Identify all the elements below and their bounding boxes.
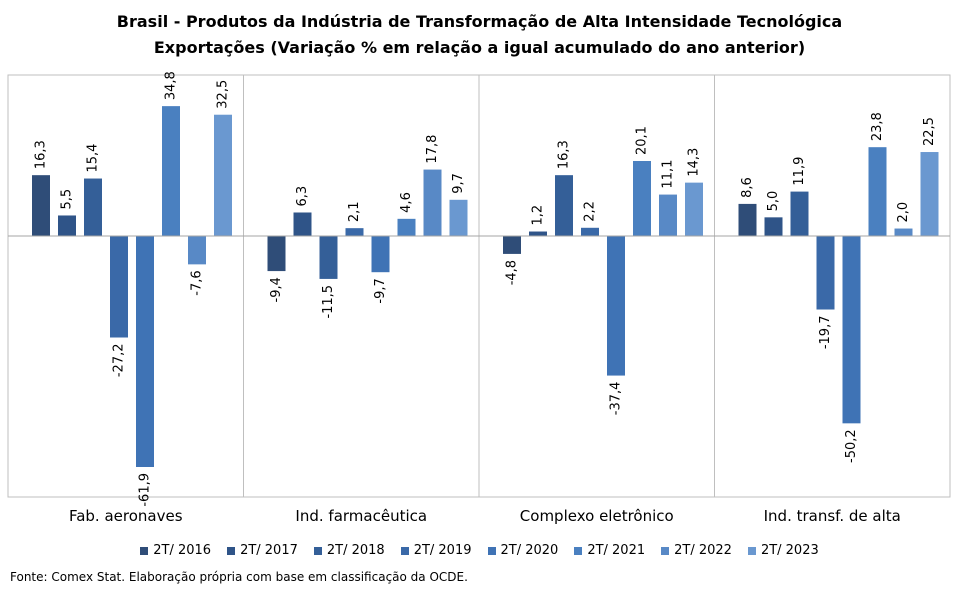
- data-label: -4,8: [505, 260, 520, 285]
- legend-swatch: [400, 546, 409, 555]
- chart-title-line2: Exportações (Variação % em relação a igu…: [153, 38, 806, 57]
- data-label: 5,5: [60, 189, 75, 210]
- legend-swatch: [227, 546, 236, 555]
- bar: [371, 236, 390, 273]
- legend-item: 2T/ 2021: [574, 543, 645, 558]
- data-label: 2,0: [896, 202, 911, 223]
- legend-label: 2T/ 2021: [587, 543, 646, 558]
- bar: [423, 169, 442, 236]
- data-label: 11,9: [792, 157, 807, 186]
- legend-item: 2T/ 2018: [313, 543, 385, 558]
- data-label: -50,2: [844, 429, 859, 463]
- data-label: -61,9: [138, 473, 153, 507]
- bar: [816, 236, 835, 310]
- bar-chart: 16,3 5,5 15,4 -27,2 -61,9 34,8 -7,6 32,5 Fab. ae…: [7, 71, 951, 525]
- data-label: 14,3: [687, 148, 702, 177]
- data-label: 8,6: [740, 177, 755, 198]
- data-label: 15,4: [86, 144, 101, 173]
- bar: [555, 175, 573, 236]
- data-label: 6,3: [295, 186, 310, 207]
- data-label: 9,7: [451, 173, 466, 194]
- data-label: 11,1: [661, 160, 676, 189]
- data-label: 16,3: [557, 140, 572, 169]
- data-label: 16,3: [34, 140, 49, 169]
- bar: [894, 228, 913, 236]
- bar: [503, 236, 521, 254]
- bar: [214, 114, 232, 236]
- data-label: 1,2: [531, 205, 546, 226]
- bar: [449, 199, 468, 236]
- bar: [738, 203, 757, 236]
- chart-legend: 2T/ 2016 2T/ 2017 2T/ 2018 2T/ 2019 2T/ 2020…: [0, 543, 959, 558]
- category-label: Fab. aeronaves: [69, 507, 183, 525]
- legend-item: 2T/ 2020: [487, 543, 559, 558]
- legend-swatch: [487, 546, 496, 555]
- data-label: 23,8: [870, 112, 885, 141]
- bar: [397, 218, 416, 236]
- legend-label: 2T/ 2022: [674, 543, 732, 558]
- legend-item: 2T/ 2022: [661, 543, 732, 558]
- chart-title-line1: Brasil - Produtos da Indústria de Transf…: [116, 12, 843, 31]
- bar: [162, 106, 180, 236]
- data-label: 2,1: [347, 201, 362, 222]
- bar: [293, 212, 312, 236]
- legend-swatch: [140, 546, 149, 555]
- bar: [529, 231, 547, 236]
- data-label: 4,6: [399, 192, 414, 213]
- bar: [267, 236, 286, 272]
- data-label: 22,5: [922, 117, 937, 146]
- data-label: -19,7: [818, 316, 833, 350]
- legend-label: 2T/ 2019: [413, 543, 472, 558]
- data-label: -27,2: [112, 344, 127, 378]
- category-label: Complexo eletrônico: [520, 507, 674, 525]
- legend-swatch: [313, 546, 322, 555]
- data-label: 5,0: [766, 191, 781, 212]
- data-label: -37,4: [609, 382, 624, 416]
- legend-swatch: [747, 546, 756, 555]
- bar: [319, 236, 338, 279]
- bar: [659, 194, 677, 236]
- legend-label: 2T/ 2023: [760, 543, 819, 558]
- category-label: Ind. transf. de alta: [764, 507, 901, 525]
- bar: [920, 152, 939, 236]
- legend-item: 2T/ 2023: [747, 543, 819, 558]
- data-label: 34,8: [164, 71, 179, 100]
- legend-item: 2T/ 2017: [227, 543, 298, 558]
- data-label: 32,5: [216, 80, 231, 109]
- bar: [607, 236, 625, 376]
- bar: [790, 191, 809, 236]
- data-label: -7,6: [190, 270, 205, 295]
- category-label: Ind. farmacêutica: [295, 507, 427, 525]
- legend-swatch: [661, 546, 670, 555]
- bar: [58, 215, 76, 236]
- bar: [633, 160, 651, 236]
- bar: [685, 182, 703, 236]
- bar: [764, 217, 783, 236]
- bar: [136, 236, 154, 467]
- bar: [345, 228, 364, 236]
- legend-item: 2T/ 2016: [140, 543, 211, 558]
- data-label: 20,1: [635, 126, 650, 155]
- legend-label: 2T/ 2017: [240, 543, 298, 558]
- data-label: 17,8: [425, 135, 440, 164]
- data-label: -11,5: [321, 285, 336, 319]
- legend-label: 2T/ 2020: [500, 543, 559, 558]
- bar: [110, 236, 128, 338]
- bar: [581, 227, 599, 236]
- data-label: -9,7: [373, 278, 388, 303]
- legend-swatch: [574, 546, 583, 555]
- legend-item: 2T/ 2019: [400, 543, 472, 558]
- bar: [842, 236, 861, 424]
- bar: [84, 178, 102, 236]
- bar: [32, 175, 50, 236]
- bar: [188, 236, 206, 265]
- source-note: Fonte: Comex Stat. Elaboração própria co…: [10, 570, 468, 584]
- data-label: 2,2: [583, 201, 598, 222]
- legend-label: 2T/ 2016: [153, 543, 212, 558]
- legend-label: 2T/ 2018: [326, 543, 385, 558]
- data-label: -9,4: [269, 277, 284, 302]
- bar: [868, 147, 887, 236]
